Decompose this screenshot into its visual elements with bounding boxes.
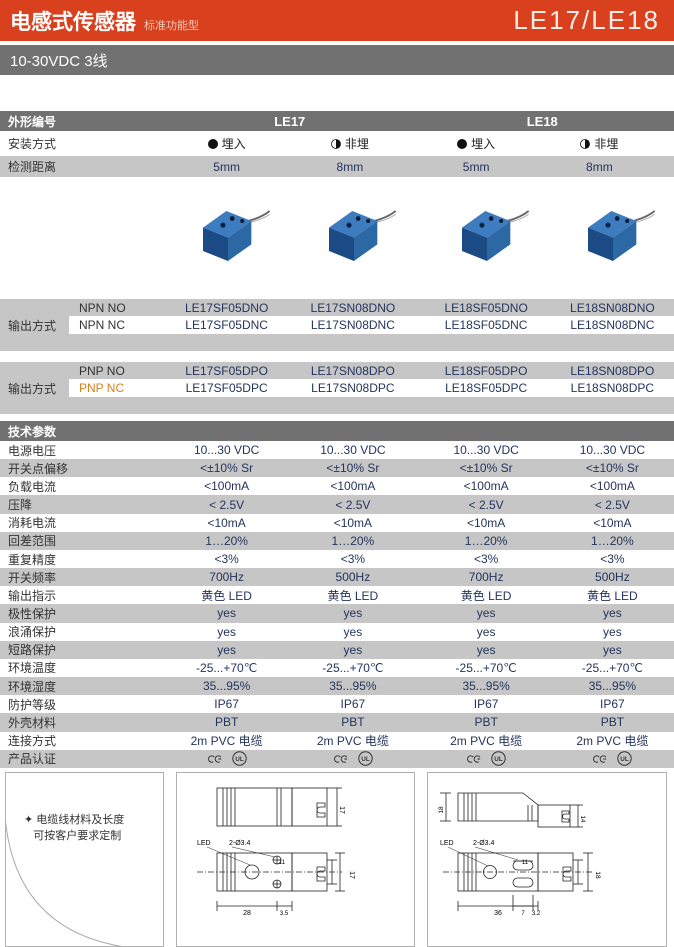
svg-text:LED: LED bbox=[440, 840, 454, 847]
svg-text:11: 11 bbox=[522, 860, 529, 866]
svg-text:18: 18 bbox=[438, 806, 445, 814]
svg-text:3.5: 3.5 bbox=[280, 911, 289, 917]
svg-text:17: 17 bbox=[338, 806, 345, 814]
svg-text:UL: UL bbox=[361, 756, 370, 763]
svg-text:17: 17 bbox=[348, 871, 355, 879]
svg-text:36: 36 bbox=[494, 910, 502, 917]
svg-text:11: 11 bbox=[279, 860, 286, 866]
svg-text:7: 7 bbox=[521, 911, 525, 917]
svg-text:LED: LED bbox=[197, 840, 211, 847]
svg-text:UL: UL bbox=[621, 756, 630, 763]
svg-text:3.2: 3.2 bbox=[532, 911, 541, 917]
svg-text:UL: UL bbox=[235, 756, 244, 763]
svg-text:2-Ø3.4: 2-Ø3.4 bbox=[229, 840, 251, 847]
svg-text:18: 18 bbox=[594, 871, 601, 879]
svg-text:28: 28 bbox=[243, 910, 251, 917]
svg-text:2-Ø3.4: 2-Ø3.4 bbox=[473, 840, 495, 847]
svg-text:UL: UL bbox=[494, 756, 503, 763]
svg-text:14: 14 bbox=[579, 815, 586, 823]
